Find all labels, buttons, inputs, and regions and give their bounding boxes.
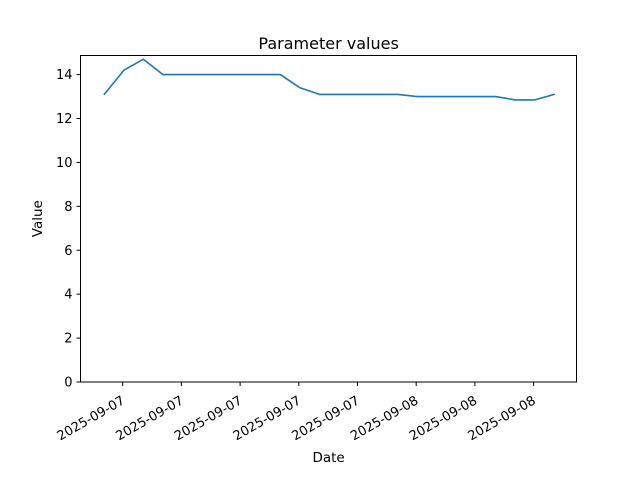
- y-axis-label: Value: [30, 200, 46, 237]
- axes-frame: [80, 55, 577, 383]
- y-tick-label: 10: [56, 156, 73, 171]
- y-tick-label: 2: [64, 332, 72, 347]
- y-tick-label: 14: [56, 68, 73, 83]
- chart-title: Parameter values: [258, 34, 398, 53]
- y-tick-label: 4: [64, 288, 72, 303]
- y-tick-label: 8: [64, 200, 72, 215]
- y-tick-label: 12: [56, 112, 73, 127]
- plot-area: 024681012142025-09-072025-09-072025-09-0…: [55, 55, 577, 444]
- y-tick-label: 6: [64, 244, 72, 259]
- y-tick-label: 0: [64, 376, 72, 391]
- series-line: [103, 58, 556, 101]
- x-axis-label: Date: [312, 450, 344, 466]
